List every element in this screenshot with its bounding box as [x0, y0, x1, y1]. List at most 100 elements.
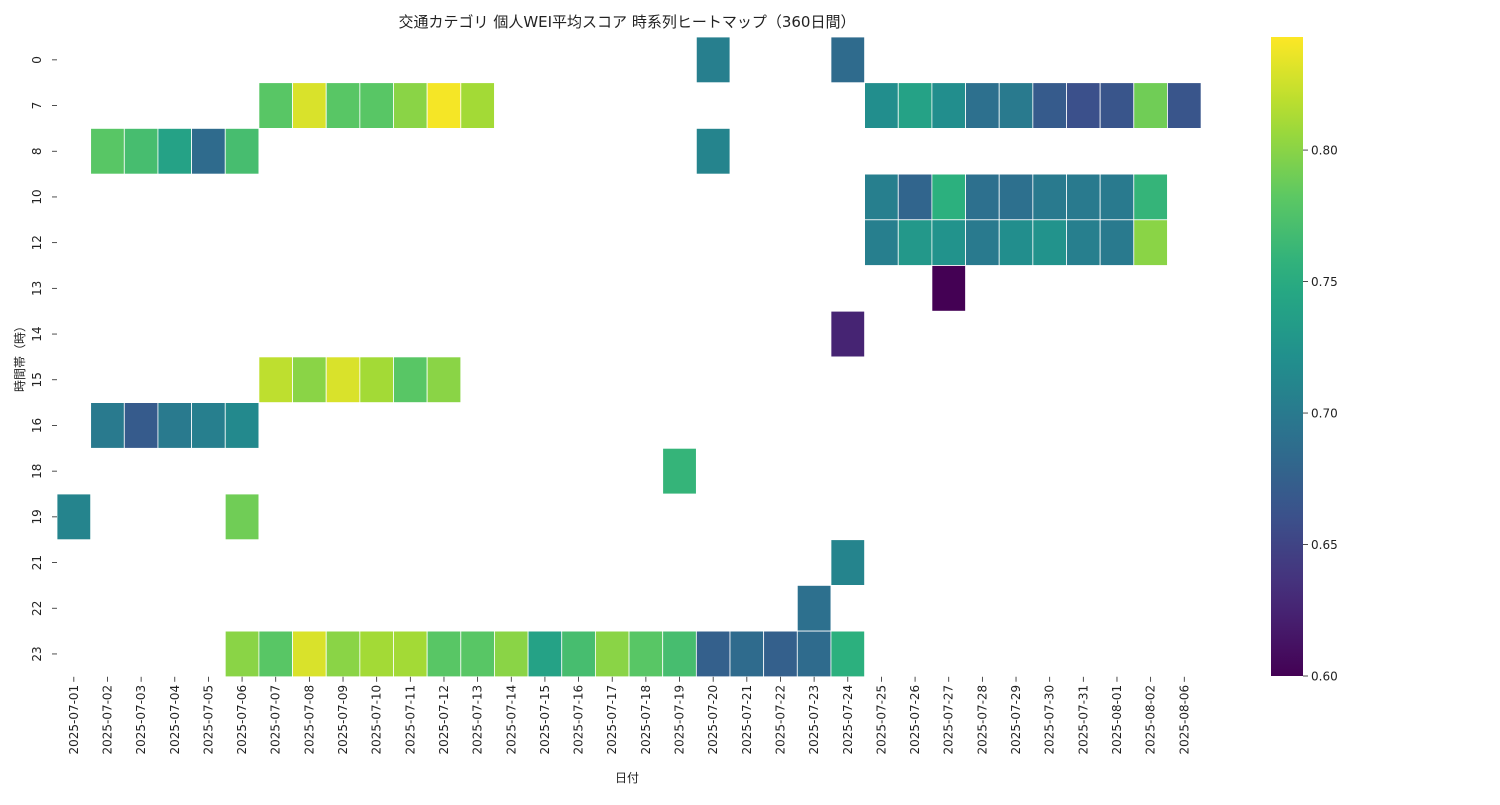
heatmap-cell [595, 630, 630, 678]
heatmap-cell [359, 82, 394, 129]
heatmap-cell [224, 402, 260, 449]
colorbar [1271, 37, 1303, 676]
colorbar-tick-label: 0.75 [1311, 275, 1338, 289]
x-tick-label: 2025-07-26 [908, 685, 922, 755]
heatmap-cell [830, 539, 866, 586]
heatmap-cell [325, 630, 361, 678]
heatmap-cell [325, 82, 361, 129]
x-tick-label: 2025-07-04 [168, 685, 182, 755]
x-tick-label: 2025-07-24 [841, 685, 855, 755]
heatmap-cell [123, 127, 159, 175]
heatmap-cell [224, 493, 260, 541]
x-tick-label: 2025-07-06 [235, 685, 249, 755]
heatmap-cell [191, 127, 226, 175]
colorbar-tick-label: 0.70 [1311, 407, 1338, 421]
heatmap-cell [258, 356, 293, 403]
x-tick-label: 2025-07-25 [874, 685, 888, 755]
x-tick-label: 2025-07-12 [437, 685, 451, 755]
heatmap-cell [292, 630, 327, 678]
heatmap-cell [393, 82, 428, 129]
colorbar-ticks: 0.60 0.65 0.70 0.75 0.80 [1303, 144, 1338, 684]
x-tick-label: 2025-07-21 [740, 685, 754, 755]
y-tick-label: 8 [30, 147, 44, 155]
heatmap-cell [965, 82, 1000, 129]
heatmap-cell [123, 402, 159, 449]
heatmap-cell [998, 82, 1034, 129]
y-tick-label: 7 [30, 102, 44, 110]
x-tick-label: 2025-07-19 [673, 685, 687, 755]
x-tick-label: 2025-07-29 [1009, 685, 1023, 755]
heatmap-cell [965, 219, 1000, 266]
heatmap-cell [1032, 173, 1067, 221]
heatmap-cell [90, 402, 125, 449]
heatmap-cell [1099, 173, 1135, 221]
y-tick-label: 13 [30, 281, 44, 296]
heatmap-cell [998, 173, 1034, 221]
heatmap-cell [897, 82, 933, 129]
x-tick-label: 2025-08-01 [1110, 685, 1124, 755]
heatmap-cell [292, 82, 327, 129]
heatmap-cell [1066, 173, 1101, 221]
heatmap-cell [460, 630, 495, 678]
y-axis-label: 時間帯（時） [13, 320, 27, 392]
heatmap-cell [1066, 219, 1101, 266]
x-tick-label: 2025-07-22 [774, 685, 788, 755]
x-axis-ticks: 2025-07-01 2025-07-02 2025-07-03 2025-07-04… [67, 676, 1191, 755]
heatmap-cell [628, 630, 664, 678]
heatmap-cell [864, 82, 899, 129]
x-axis-label: 日付 [615, 771, 639, 785]
heatmap-cell [393, 630, 428, 678]
heatmap-cell [1099, 219, 1135, 266]
x-tick-label: 2025-07-20 [706, 685, 720, 755]
heatmap-cell [1066, 82, 1101, 129]
heatmap-cell [796, 585, 832, 632]
heatmap-cell [695, 630, 731, 678]
heatmap-cell [359, 630, 394, 678]
x-tick-label: 2025-07-16 [572, 685, 586, 755]
colorbar-tick-label: 0.80 [1311, 144, 1338, 158]
heatmap-cell [729, 630, 765, 678]
y-tick-label: 12 [30, 235, 44, 250]
heatmap-cell [897, 219, 933, 266]
heatmap-cells [56, 36, 1202, 678]
x-tick-label: 2025-07-14 [504, 685, 518, 755]
heatmap-cell [1032, 219, 1067, 266]
y-tick-label: 21 [30, 555, 44, 570]
heatmap-cell [695, 36, 731, 84]
heatmap-cell [695, 127, 731, 175]
heatmap-cell [796, 630, 832, 678]
heatmap-cell [1167, 82, 1202, 129]
heatmap-cell [224, 127, 260, 175]
heatmap-cell [426, 356, 462, 403]
x-tick-label: 2025-07-18 [639, 685, 653, 755]
heatmap-cell [998, 219, 1034, 266]
x-tick-label: 2025-07-30 [1043, 685, 1057, 755]
heatmap-cell [830, 630, 866, 678]
heatmap-cell [258, 82, 293, 129]
heatmap-cell [931, 265, 966, 312]
heatmap-cell [460, 82, 495, 129]
x-tick-label: 2025-07-02 [101, 685, 115, 755]
x-tick-label: 2025-08-06 [1177, 685, 1191, 755]
heatmap-cell [662, 630, 697, 678]
heatmap-cell [90, 127, 125, 175]
heatmap-cell [864, 219, 899, 266]
heatmap-cell [393, 356, 428, 403]
x-tick-label: 2025-07-23 [807, 685, 821, 755]
x-tick-label: 2025-07-11 [403, 685, 417, 755]
heatmap-cell [1133, 82, 1168, 129]
x-tick-label: 2025-07-31 [1076, 685, 1090, 755]
heatmap-cell [662, 447, 697, 495]
heatmap-cell [1133, 219, 1168, 266]
x-tick-label: 2025-07-28 [975, 685, 989, 755]
heatmap-cell [1133, 173, 1168, 221]
heatmap-cell [561, 630, 596, 678]
heatmap-cell [258, 630, 293, 678]
heatmap-cell [897, 173, 933, 221]
heatmap-cell [931, 219, 966, 266]
heatmap-cell [931, 173, 966, 221]
y-axis-ticks: 0 7 8 10 12 13 14 15 16 18 19 21 22 23 [30, 56, 57, 662]
x-tick-label: 2025-07-08 [302, 685, 316, 755]
heatmap-cell [931, 82, 966, 129]
